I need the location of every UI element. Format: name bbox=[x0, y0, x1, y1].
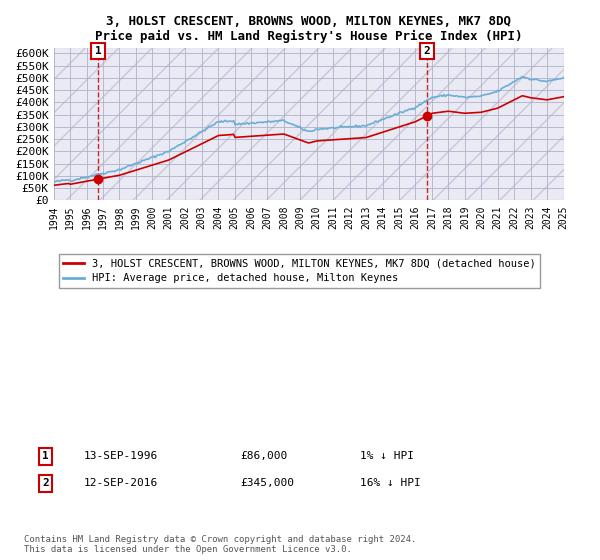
Text: £86,000: £86,000 bbox=[240, 451, 287, 461]
Text: 2: 2 bbox=[42, 478, 49, 488]
Title: 3, HOLST CRESCENT, BROWNS WOOD, MILTON KEYNES, MK7 8DQ
Price paid vs. HM Land Re: 3, HOLST CRESCENT, BROWNS WOOD, MILTON K… bbox=[95, 15, 523, 43]
Text: 1: 1 bbox=[95, 46, 101, 56]
Text: 16% ↓ HPI: 16% ↓ HPI bbox=[360, 478, 421, 488]
Text: 13-SEP-1996: 13-SEP-1996 bbox=[84, 451, 158, 461]
Text: 12-SEP-2016: 12-SEP-2016 bbox=[84, 478, 158, 488]
Text: 1% ↓ HPI: 1% ↓ HPI bbox=[360, 451, 414, 461]
Text: £345,000: £345,000 bbox=[240, 478, 294, 488]
Legend: 3, HOLST CRESCENT, BROWNS WOOD, MILTON KEYNES, MK7 8DQ (detached house), HPI: Av: 3, HOLST CRESCENT, BROWNS WOOD, MILTON K… bbox=[59, 254, 540, 288]
Text: 2: 2 bbox=[424, 46, 430, 56]
Text: 1: 1 bbox=[42, 451, 49, 461]
Text: Contains HM Land Registry data © Crown copyright and database right 2024.
This d: Contains HM Land Registry data © Crown c… bbox=[24, 535, 416, 554]
